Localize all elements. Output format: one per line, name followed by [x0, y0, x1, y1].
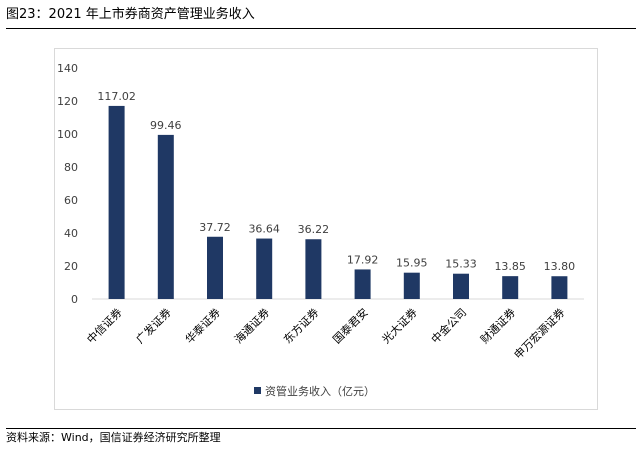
bar — [354, 269, 371, 299]
data-label: 15.95 — [396, 257, 428, 270]
bar — [108, 105, 125, 300]
legend-label: 资管业务收入（亿元） — [265, 384, 375, 398]
category-label: 中信证券 — [84, 305, 125, 346]
category-label: 海通证券 — [231, 305, 272, 346]
data-label: 36.22 — [298, 223, 330, 236]
data-label: 117.02 — [97, 90, 136, 103]
source-note: 资料来源：Wind，国信证券经济研究所整理 — [6, 428, 636, 447]
category-label: 光大证券 — [379, 305, 420, 346]
y-tick-label: 120 — [57, 95, 78, 108]
category-label: 申万宏源证券 — [511, 305, 568, 362]
data-label: 17.92 — [347, 253, 379, 266]
category-label: 国泰君安 — [330, 305, 371, 346]
bar — [551, 276, 568, 299]
bar — [453, 273, 469, 299]
data-label: 99.46 — [150, 119, 182, 132]
bar — [207, 236, 223, 299]
y-tick-label: 40 — [64, 227, 78, 240]
bar — [305, 239, 322, 299]
y-tick-label: 0 — [71, 293, 78, 306]
y-tick-label: 60 — [64, 194, 78, 207]
bar — [502, 276, 519, 299]
bar — [403, 272, 420, 299]
y-tick-label: 20 — [64, 260, 78, 273]
y-tick-label: 140 — [57, 62, 78, 75]
bar — [157, 134, 174, 299]
data-label: 13.80 — [544, 260, 576, 273]
y-tick-label: 80 — [64, 161, 78, 174]
data-label: 15.33 — [445, 258, 477, 271]
figure-caption: 图23：2021 年上市券商资产管理业务收入 — [6, 2, 636, 29]
category-label: 华泰证券 — [182, 305, 223, 346]
y-tick-label: 100 — [57, 128, 78, 141]
data-label: 13.85 — [494, 260, 526, 273]
data-label: 36.64 — [248, 223, 280, 236]
category-label: 中金公司 — [428, 305, 469, 346]
category-label: 财通证券 — [477, 305, 518, 346]
data-label: 37.72 — [199, 221, 231, 234]
category-label: 东方证券 — [281, 305, 322, 346]
legend-swatch — [254, 387, 261, 394]
bar — [256, 238, 273, 299]
chart-frame — [54, 48, 598, 410]
category-label: 广发证券 — [133, 305, 174, 346]
